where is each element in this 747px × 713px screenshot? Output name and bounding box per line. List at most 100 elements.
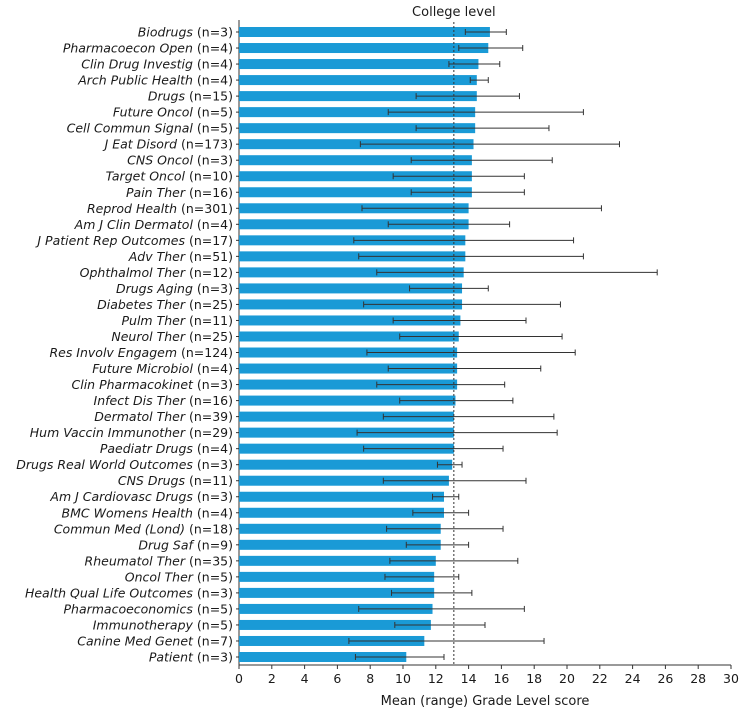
category-label: Hum Vaccin Immunother (n=29) [30, 425, 233, 440]
sample-size: (n=5) [193, 601, 233, 616]
error-bar [399, 397, 514, 404]
category-label: Drug Saf (n=9) [138, 537, 233, 552]
category-label: Dermatol Ther (n=39) [94, 409, 233, 424]
bar [239, 91, 477, 102]
category-name: Am J Clin Dermatol [74, 217, 194, 232]
bar [239, 411, 454, 422]
category-label: Patient (n=3) [149, 650, 233, 665]
sample-size: (n=16) [185, 393, 233, 408]
category-name: Pulm Ther [121, 313, 185, 328]
error-bar [387, 365, 542, 372]
category-name: Rheumatol Ther [85, 553, 186, 568]
category-name: Dermatol Ther [94, 409, 186, 424]
bar [239, 619, 431, 630]
category-label: Immunotherapy (n=5) [93, 617, 233, 632]
error-bar [359, 141, 620, 148]
category-label: Drugs Aging (n=3) [116, 281, 233, 296]
sample-size: (n=4) [193, 217, 233, 232]
bar [239, 331, 459, 342]
bar [239, 603, 433, 614]
bar [239, 523, 441, 534]
category-name: J Eat Disord [102, 137, 177, 152]
bar [239, 235, 466, 246]
error-bar [469, 77, 489, 84]
x-tick-label: 16 [493, 671, 509, 686]
category-label: Clin Drug Investig (n=4) [81, 57, 233, 72]
sample-size: (n=3) [193, 489, 233, 504]
error-bar [363, 301, 561, 308]
bar [239, 203, 469, 214]
category-name: Biodrugs [138, 25, 194, 40]
bar [239, 539, 441, 550]
x-tick-label: 18 [526, 671, 542, 686]
sample-size: (n=10) [185, 169, 233, 184]
x-tick-label: 24 [625, 671, 641, 686]
category-label: Am J Clin Dermatol (n=4) [74, 217, 233, 232]
category-labels: Biodrugs (n=3)Pharmacoecon Open (n=4)Cli… [16, 25, 233, 665]
category-name: Future Oncol [113, 105, 194, 120]
category-name: Drugs Aging [116, 281, 193, 296]
category-label: Reprod Health (n=301) [87, 201, 233, 216]
category-name: Drugs [148, 89, 186, 104]
category-name: CNS Oncol [127, 153, 193, 168]
sample-size: (n=3) [193, 585, 233, 600]
category-name: Hum Vaccin Immunother [30, 425, 186, 440]
x-tick-label: 28 [690, 671, 706, 686]
error-bar [376, 381, 506, 388]
x-axis-ticks: 0 2 4 6 8 10 12 14 16 18 20 22 24 26 28 30 [235, 665, 739, 686]
error-bar [458, 45, 524, 52]
sample-size: (n=17) [185, 233, 233, 248]
x-tick-label: 14 [461, 671, 477, 686]
sample-size: (n=25) [185, 329, 233, 344]
category-name: Diabetes Ther [97, 297, 186, 312]
sample-size: (n=29) [185, 425, 233, 440]
sample-size: (n=173) [177, 137, 233, 152]
sample-size: (n=4) [193, 57, 233, 72]
bar [239, 283, 463, 294]
sample-size: (n=4) [193, 505, 233, 520]
category-label: Pharmacoecon Open (n=4) [63, 41, 233, 56]
category-name: Canine Med Genet [77, 633, 194, 648]
sample-size: (n=25) [185, 297, 233, 312]
category-name: Oncol Ther [125, 569, 194, 584]
category-label: Biodrugs (n=3) [138, 25, 233, 40]
error-bar [410, 157, 553, 164]
category-name: BMC Womens Health [62, 505, 193, 520]
category-name: Res Involv Engagem [49, 345, 177, 360]
bar [239, 43, 489, 54]
x-tick-label: 30 [723, 671, 739, 686]
category-name: Infect Dis Ther [94, 393, 186, 408]
error-bar [361, 205, 602, 212]
bar [239, 395, 456, 406]
category-name: Clin Pharmacokinet [72, 377, 195, 392]
sample-size: (n=18) [185, 521, 233, 536]
sample-size: (n=4) [193, 441, 233, 456]
bar [239, 27, 490, 37]
category-name: Future Microbiol [92, 361, 193, 376]
category-name: Paediatr Drugs [100, 441, 194, 456]
error-bar [353, 237, 575, 244]
category-label: Drugs (n=15) [148, 89, 233, 104]
category-name: Patient [149, 650, 194, 665]
error-bar [382, 413, 555, 420]
category-label: Diabetes Ther (n=25) [97, 297, 233, 312]
bar [239, 107, 476, 118]
category-name: Ophthalmol Ther [80, 265, 186, 280]
bar [239, 507, 444, 518]
sample-size: (n=15) [185, 89, 233, 104]
category-name: Drug Saf [138, 537, 194, 552]
bar [239, 443, 454, 454]
error-bar [392, 173, 525, 180]
bar [239, 123, 476, 134]
sample-size: (n=12) [185, 265, 233, 280]
bar [239, 491, 444, 502]
x-tick-label: 6 [333, 671, 341, 686]
category-label: Pulm Ther (n=11) [121, 313, 233, 328]
category-label: Target Oncol (n=10) [106, 169, 233, 184]
category-name: Immunotherapy [93, 617, 194, 632]
bar [239, 139, 474, 150]
sample-size: (n=3) [193, 153, 233, 168]
sample-size: (n=7) [193, 633, 233, 648]
sample-size: (n=301) [177, 201, 233, 216]
bar [239, 155, 472, 166]
